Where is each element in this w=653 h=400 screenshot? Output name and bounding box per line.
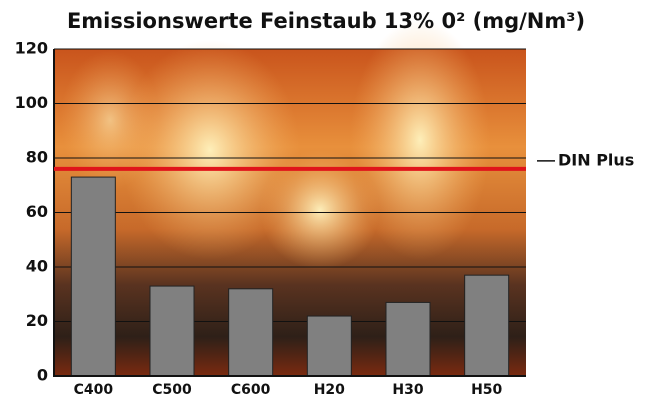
plot-background xyxy=(54,20,526,376)
x-tick-label: C500 xyxy=(152,382,192,398)
y-tick-label: 100 xyxy=(15,93,48,112)
x-tick-label: C400 xyxy=(74,382,114,398)
y-tick-label: 80 xyxy=(26,148,48,167)
reference-label: DIN Plus xyxy=(558,150,634,169)
y-tick-label: 120 xyxy=(15,39,48,58)
y-tick-label: 20 xyxy=(26,311,48,330)
bar xyxy=(229,289,273,376)
y-tick-label: 60 xyxy=(26,202,48,221)
bar xyxy=(71,177,115,376)
bar xyxy=(465,275,509,376)
bar xyxy=(386,302,430,376)
chart-title: Emissionswerte Feinstaub 13% 0² (mg/Nm³) xyxy=(67,9,585,33)
chart: Emissionswerte Feinstaub 13% 0² (mg/Nm³)… xyxy=(0,0,653,400)
bar xyxy=(150,286,194,376)
y-tick-label: 40 xyxy=(26,257,48,276)
x-tick-label: H30 xyxy=(392,382,423,398)
bar xyxy=(307,316,351,376)
x-tick-label: H20 xyxy=(314,382,345,398)
x-tick-label: C600 xyxy=(231,382,271,398)
y-tick-label: 0 xyxy=(37,366,48,385)
x-tick-label: H50 xyxy=(471,382,502,398)
